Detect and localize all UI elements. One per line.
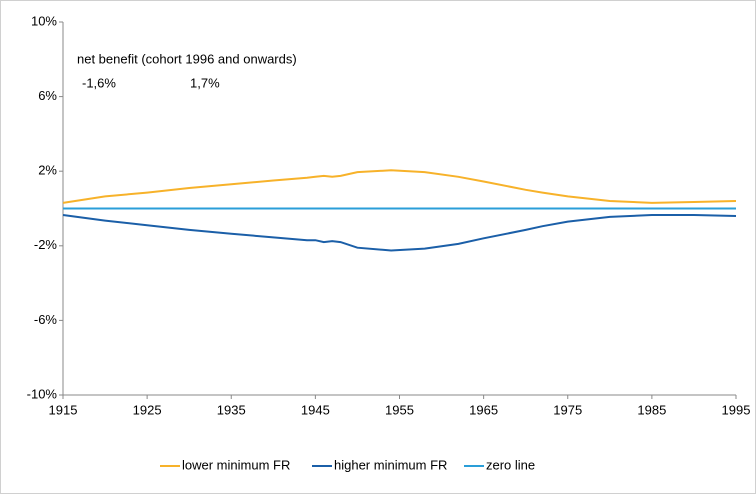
legend-label: lower minimum FR (182, 457, 290, 472)
x-tick-label: 1925 (133, 402, 162, 417)
series-line (62, 214, 737, 252)
series-line (62, 169, 737, 204)
y-tick-label: 6% (38, 88, 57, 103)
x-tick-label: 1945 (301, 402, 330, 417)
y-tick-label: -6% (34, 312, 58, 327)
y-tick-label: -2% (34, 237, 58, 252)
x-tick-label: 1975 (553, 402, 582, 417)
x-tick-label: 1935 (217, 402, 246, 417)
x-tick-label: 1955 (385, 402, 414, 417)
x-tick-label: 1915 (49, 402, 78, 417)
annotation: 1,7% (190, 75, 220, 90)
x-tick-label: 1965 (469, 402, 498, 417)
y-tick-label: 2% (38, 163, 57, 178)
x-tick-label: 1985 (637, 402, 666, 417)
annotation: net benefit (cohort 1996 and onwards) (77, 51, 297, 66)
y-tick-label: 10% (31, 13, 57, 28)
legend-label: zero line (486, 457, 535, 472)
annotation: -1,6% (82, 75, 116, 90)
legend-label: higher minimum FR (334, 457, 447, 472)
x-tick-label: 1995 (722, 402, 751, 417)
y-tick-label: -10% (27, 386, 58, 401)
